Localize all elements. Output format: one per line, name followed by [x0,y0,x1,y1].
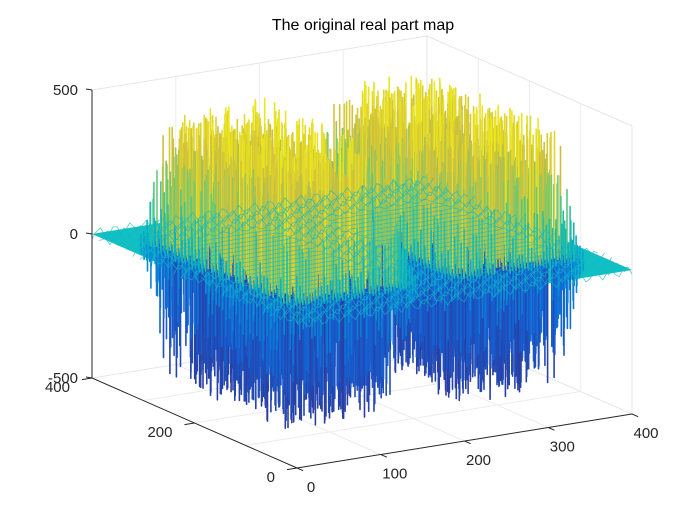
surface-ripple [173,210,510,275]
grid-line-y-floor [245,391,581,446]
surface-ripple [255,247,592,310]
surface-ripple [105,182,442,246]
y-tick-mark [286,467,298,471]
surface-ripple [166,210,503,270]
surface-ripple [235,239,571,302]
surface-ripple [241,243,578,304]
z-tick-label: -500 [48,370,78,387]
surface-ripple [221,233,557,297]
x-tick-label: 200 [466,452,491,469]
surface-ripple [180,214,516,279]
surface-ripple [125,191,462,253]
surface-ripple [98,177,435,241]
y-tick-label: 400 [45,379,70,396]
x-tick-mark [380,454,388,458]
y-tick-label: 0 [267,469,275,486]
x-tick-mark [548,427,555,431]
surface-ripple [119,187,455,250]
x-tick-label: 100 [382,466,407,483]
surface-ripple [290,262,626,326]
z-tick-mark [85,232,93,235]
x-tick-mark [464,440,471,445]
surface-ripple [207,227,544,288]
surface-ripple [153,204,489,265]
x-tick-label: 400 [633,425,658,442]
surface-ripple [91,176,428,240]
z-tick-mark [85,376,93,379]
surface-ripple [139,195,476,260]
surface-ripple [160,205,496,269]
axis-lines [81,88,639,472]
surface-ripple [276,257,612,321]
surface-ripple [194,221,530,284]
surface-ripple [132,193,469,257]
surface-plot [91,75,633,429]
surface-ripple [262,250,598,315]
y-tick-mark [81,377,93,381]
y-tick-label: 200 [147,424,172,441]
x-tick-mark [631,413,639,418]
z-tick-mark [85,88,93,91]
surface-ripple [214,228,551,292]
x-tick-label: 0 [307,479,315,496]
surface-ripple [146,199,483,264]
surface-ripple [228,234,565,298]
x-tick-mark [296,467,304,472]
chart-title: The original real part map [272,17,454,34]
surface-ripple [249,244,585,307]
x-tick-label: 300 [550,439,575,456]
y-tick-mark [184,422,195,426]
grid-line-y-floor [194,368,530,424]
z-tick-label: 0 [70,226,78,243]
z-tick-label: 500 [53,82,78,99]
